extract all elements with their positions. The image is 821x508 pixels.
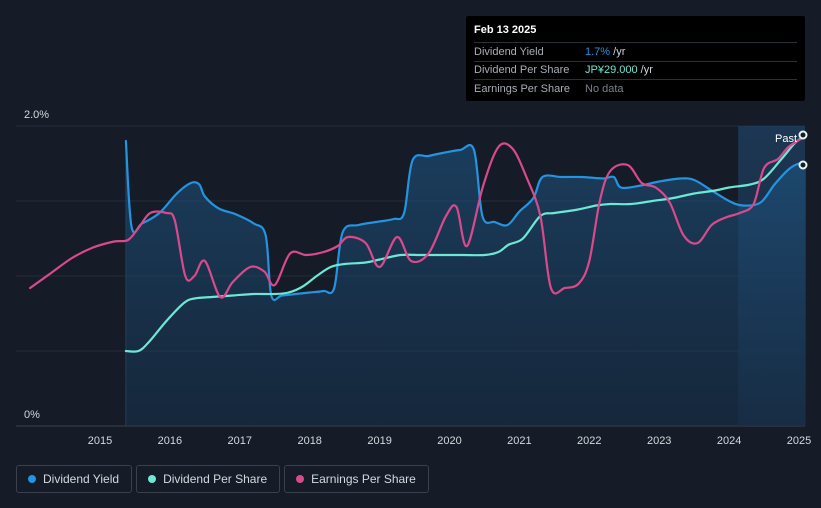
tooltip-row-dividend-yield: Dividend Yield 1.7% /yr (474, 42, 797, 61)
hover-tooltip: Feb 13 2025 Dividend Yield 1.7% /yr Divi… (466, 16, 805, 101)
x-tick-label: 2021 (507, 435, 531, 447)
legend-dot-icon (28, 475, 36, 483)
series-line-eps (29, 136, 804, 299)
tooltip-value: 1.7% /yr (585, 45, 626, 58)
x-tick-label: 2023 (647, 435, 671, 447)
tooltip-value: JP¥29.000 /yr (585, 64, 653, 77)
x-tick-label: 2016 (158, 435, 182, 447)
dividend-yield-area (125, 141, 806, 426)
series-end-dot-yield (798, 160, 808, 170)
series-lines (29, 133, 808, 353)
legend-item-dividend-per-share[interactable]: Dividend Per Share (136, 465, 281, 493)
legend-label: Earnings Per Share (311, 472, 416, 486)
legend-label: Dividend Per Share (163, 472, 268, 486)
y-axis-labels: 0% 2.0% (24, 109, 49, 421)
legend-dot-icon (148, 475, 157, 483)
x-tick-label: 2022 (577, 435, 601, 447)
past-label: Past (775, 133, 797, 145)
legend-label: Dividend Yield (43, 472, 120, 486)
x-axis-labels: 2015 2016 2017 2018 2019 2020 2021 2022 2023 2024… (88, 435, 811, 447)
tooltip-row-dividend-per-share: Dividend Per Share JP¥29.000 /yr (474, 60, 797, 80)
legend-item-earnings-per-share[interactable]: Earnings Per Share (284, 465, 429, 493)
series-line-yield (124, 139, 808, 302)
y-tick-label: 0% (24, 409, 40, 421)
series-end-dot-dps (798, 130, 808, 140)
x-tick-label: 2024 (717, 435, 741, 447)
x-tick-label: 2015 (88, 435, 112, 447)
x-tick-label: 2017 (228, 435, 252, 447)
tooltip-row-earnings-per-share: Earnings Per Share No data (474, 79, 797, 98)
legend-dot-icon (296, 475, 305, 483)
x-tick-label: 2020 (437, 435, 461, 447)
series-end-dots (798, 130, 808, 170)
chart-legend: Dividend Yield Dividend Per Share Earnin… (16, 465, 429, 493)
legend-item-dividend-yield[interactable]: Dividend Yield (16, 465, 133, 493)
tooltip-label: Dividend Yield (474, 45, 544, 58)
tooltip-label: Dividend Per Share (474, 64, 570, 77)
tooltip-value: No data (585, 82, 624, 95)
x-tick-label: 2025 (787, 435, 811, 447)
x-tick-label: 2019 (367, 435, 391, 447)
series-line-dps (124, 133, 808, 353)
tooltip-label: Earnings Per Share (474, 82, 570, 95)
x-tick-label: 2018 (297, 435, 321, 447)
tooltip-date: Feb 13 2025 (474, 24, 537, 36)
y-tick-label: 2.0% (24, 109, 49, 121)
